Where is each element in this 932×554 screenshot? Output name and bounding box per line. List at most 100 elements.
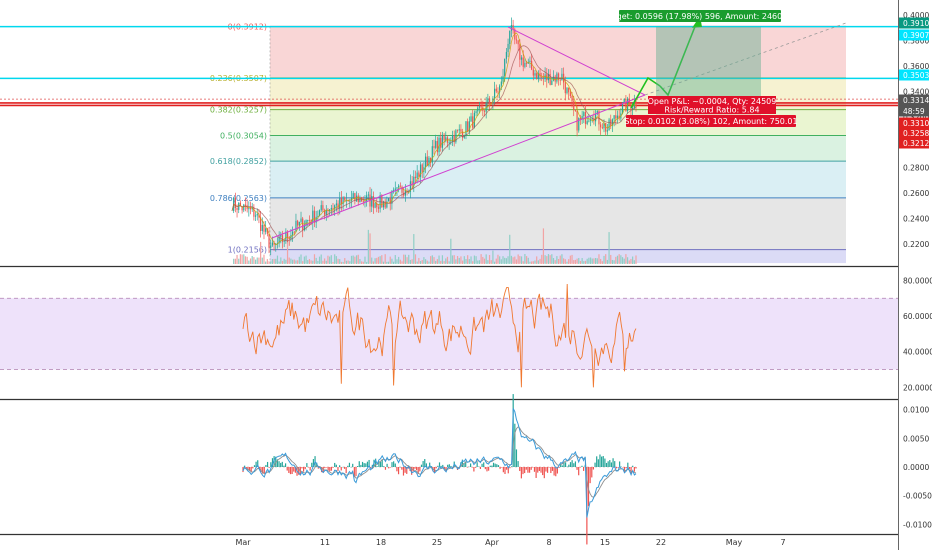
date-tick-label: 22 xyxy=(656,538,666,547)
price-tag-bg xyxy=(899,29,929,41)
date-tick-label: 11 xyxy=(320,538,330,547)
candle-body xyxy=(362,201,364,203)
candle-body xyxy=(470,116,472,122)
volume-bar xyxy=(522,261,524,264)
volume-bar xyxy=(329,256,331,264)
volume-bar xyxy=(554,260,556,264)
candle-body xyxy=(340,197,343,205)
macd-histogram-bar xyxy=(474,467,477,468)
volume-bar xyxy=(475,256,477,264)
macd-histogram-bar xyxy=(499,467,501,469)
volume-bar xyxy=(315,257,317,264)
candle-body xyxy=(374,203,376,208)
macd-histogram-bar xyxy=(352,463,354,467)
candle-body xyxy=(441,134,444,148)
volume-bar xyxy=(448,261,450,264)
macd-histogram-bar xyxy=(617,467,619,468)
candle-body xyxy=(446,137,449,143)
candle-body xyxy=(632,107,634,110)
macd-histogram-bar xyxy=(327,467,329,471)
price-tick-label: 0.4000 xyxy=(903,11,929,20)
candle-body xyxy=(588,120,590,122)
volume-bar xyxy=(462,260,464,264)
macd-histogram-bar xyxy=(253,465,256,467)
macd-histogram-bar xyxy=(419,467,421,472)
volume-bar xyxy=(460,256,462,264)
volume-bar xyxy=(623,258,625,264)
candle-body xyxy=(337,203,339,209)
macd-histogram-bar xyxy=(257,460,259,467)
candle-body xyxy=(436,140,438,153)
date-tick-label: 8 xyxy=(546,538,551,547)
macd-histogram-bar xyxy=(519,467,521,472)
candle-body xyxy=(396,187,398,189)
volume-bar xyxy=(536,256,538,264)
candle-body xyxy=(574,110,576,112)
volume-bar xyxy=(601,261,603,264)
volume-bar xyxy=(308,259,311,264)
price-tag-text: 0.3910 xyxy=(903,19,929,28)
volume-bar xyxy=(254,259,257,264)
macd-histogram-bar xyxy=(442,464,444,467)
macd-histogram-bar xyxy=(604,458,606,467)
candle-body xyxy=(561,73,563,81)
volume-bar xyxy=(450,238,452,264)
macd-histogram-bar xyxy=(589,467,591,484)
macd-histogram-bar xyxy=(635,467,637,469)
volume-bar xyxy=(487,260,489,264)
volume-bar xyxy=(561,254,563,264)
macd-histogram-bar xyxy=(522,467,524,475)
macd-histogram-bar xyxy=(248,467,251,471)
volume-bar xyxy=(467,255,469,264)
macd-histogram-bar xyxy=(334,462,336,467)
volume-bar xyxy=(517,254,519,264)
candle-body xyxy=(519,44,521,60)
macd-histogram-bar xyxy=(343,467,346,469)
volume-bar xyxy=(490,260,492,264)
volume-bar xyxy=(280,257,282,264)
candle-body xyxy=(426,156,428,166)
macd-histogram-bar xyxy=(411,467,413,475)
macd-histogram-bar xyxy=(614,461,616,467)
price-tag-bg xyxy=(899,117,929,129)
macd-histogram-bar xyxy=(260,467,262,473)
macd-histogram-bar xyxy=(378,461,380,467)
volume-bar xyxy=(428,261,430,264)
volume-bar xyxy=(342,261,344,264)
candle-body xyxy=(376,203,378,208)
volume-bar xyxy=(393,261,395,264)
volume-bar xyxy=(527,257,529,264)
macd-histogram-bar xyxy=(542,467,544,476)
candle-body xyxy=(451,135,454,142)
macd-histogram-bar xyxy=(540,467,542,473)
macd-histogram-bar xyxy=(317,467,319,469)
rsi-tick-label: 80.0000 xyxy=(903,276,932,285)
volume-bar xyxy=(620,255,622,264)
candle-body xyxy=(295,220,297,233)
price-tick-label: 0.3200 xyxy=(903,113,929,122)
macd-histogram-bar xyxy=(311,462,313,467)
macd-histogram-bar xyxy=(263,467,265,474)
macd-histogram-bar xyxy=(332,467,334,468)
volume-bar xyxy=(399,259,401,264)
macd-histogram-bar xyxy=(348,462,351,467)
macd-histogram-bar xyxy=(284,463,287,467)
candle-body xyxy=(413,176,415,186)
macd-histogram-bar xyxy=(366,461,369,467)
macd-histogram-bar xyxy=(483,462,485,467)
macd-histogram-bar xyxy=(548,467,550,468)
volume-bar xyxy=(632,256,634,264)
macd-histogram-bar xyxy=(399,466,401,468)
candle-body xyxy=(260,217,262,231)
macd-histogram-bar xyxy=(393,461,395,467)
volume-bar xyxy=(564,259,566,264)
price-tag-text: 48:59 xyxy=(903,107,925,116)
fib-zone xyxy=(270,197,846,250)
macd-histogram-bar xyxy=(445,467,447,471)
volume-bar xyxy=(236,254,238,264)
volume-bar xyxy=(307,260,309,264)
volume-bar xyxy=(386,261,388,264)
macd-histogram-bar xyxy=(440,465,442,467)
macd-histogram-bar xyxy=(404,467,406,473)
